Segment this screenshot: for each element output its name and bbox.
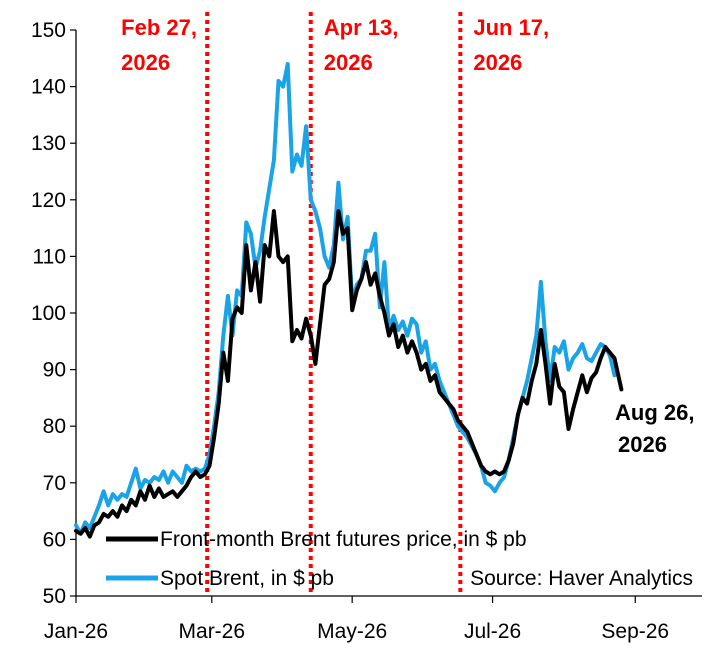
y-tick-label: 150 — [31, 19, 66, 42]
legend-label-futures: Front-month Brent futures price, in $ pb — [160, 528, 527, 551]
y-tick-label: 80 — [43, 415, 66, 438]
event-label-year: 2026 — [121, 50, 170, 75]
event-label-year: 2026 — [473, 50, 522, 75]
legend: Front-month Brent futures price, in $ pb… — [106, 528, 527, 590]
event-label-date: Apr 13, — [324, 15, 399, 40]
event-lines: Feb 27, 2026 Apr 13, 2026 Jun 17, 2026 — [121, 12, 549, 596]
series-line-futures — [74, 209, 624, 539]
series-line-spot — [74, 62, 617, 536]
x-tick-label: Jul-26 — [464, 620, 521, 643]
y-tick-label: 120 — [31, 189, 66, 212]
y-tick-label: 60 — [43, 528, 66, 551]
end-annotation-line2: 2026 — [618, 432, 667, 457]
x-tick-label: May-26 — [317, 620, 387, 643]
y-tick-label: 130 — [31, 132, 66, 155]
y-tick-label: 100 — [31, 302, 66, 325]
y-tick-label: 70 — [43, 472, 66, 495]
legend-label-spot: Spot Brent, in $ pb — [160, 567, 334, 590]
x-tick-label: Sep-26 — [601, 620, 669, 643]
axes: 50 60 70 80 90 100 110 120 130 140 150 Jan-26 Mar-26… — [31, 19, 702, 643]
event-label-date: Jun 17, — [473, 15, 549, 40]
y-tick-label: 140 — [31, 76, 66, 99]
y-tick-label: 110 — [33, 245, 66, 268]
event-label-year: 2026 — [324, 50, 373, 75]
event-label-date: Feb 27, — [121, 15, 197, 40]
y-tick-label: 50 — [43, 585, 66, 608]
x-tick-label: Mar-26 — [179, 620, 246, 643]
end-annotation: Aug 26, 2026 — [615, 400, 694, 457]
series-lines — [74, 62, 624, 539]
end-annotation-line1: Aug 26, — [615, 400, 694, 425]
x-tick-label: Jan-26 — [44, 620, 108, 643]
y-tick-label: 90 — [43, 359, 66, 382]
source-note: Source: Haver Analytics — [470, 567, 693, 590]
